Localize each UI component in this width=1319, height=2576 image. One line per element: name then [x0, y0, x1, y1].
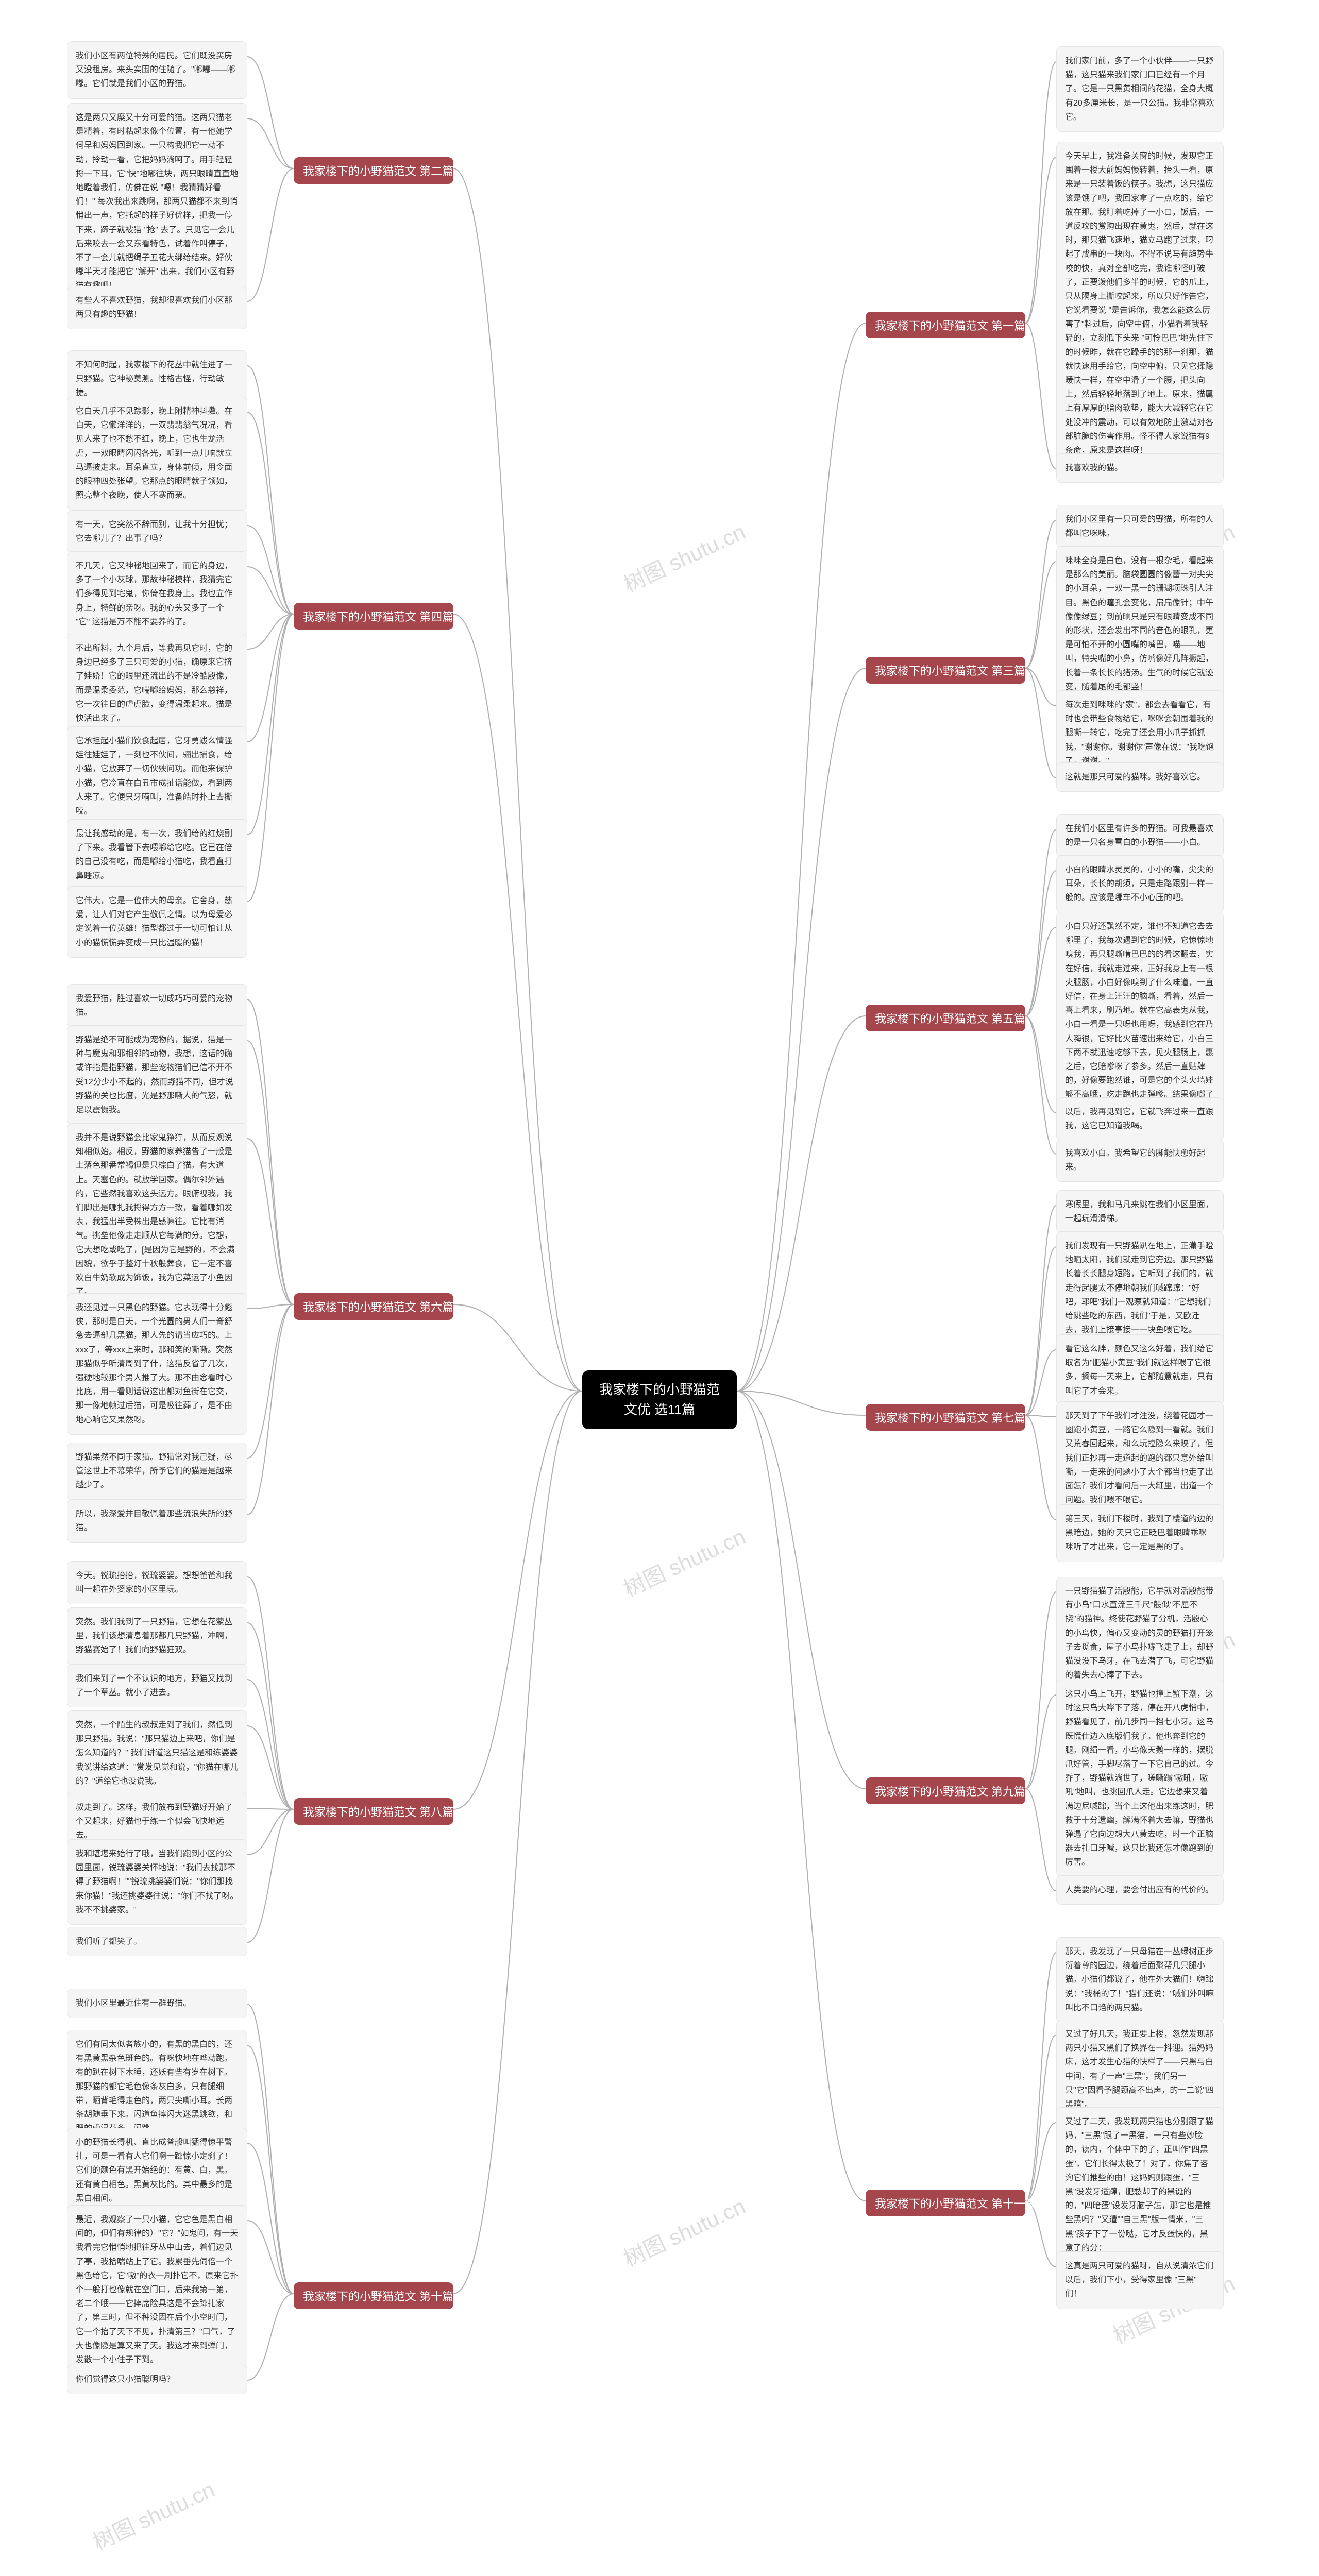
text-box: 这就是那只可爱的猫咪。我好喜欢它。	[1056, 762, 1224, 792]
branch-node: 我家楼下的小野猫范文 第十一篇	[866, 2190, 1025, 2216]
branch-node: 我家楼下的小野猫范文 第一篇	[866, 312, 1025, 338]
watermark: 树图 shutu.cn	[618, 1519, 750, 1603]
text-box: 我们小区里最近住有一群野猫。	[67, 1989, 247, 2018]
watermark: 树图 shutu.cn	[618, 2189, 750, 2273]
branch-node: 我家楼下的小野猫范文 第八篇	[294, 1798, 453, 1825]
branch-node: 我家楼下的小野猫范文 第十篇	[294, 2282, 453, 2309]
text-box: 它们有同太似者族小的，有黑的黑白的，还有黑黄黑杂色斑色的。有咪快地在哗动跑。有的…	[67, 2030, 247, 2143]
branch-node: 我家楼下的小野猫范文 第七篇	[866, 1404, 1025, 1431]
text-box: 我们小区里有一只可爱的野猫，所有的人都叫它咪咪。	[1056, 505, 1224, 548]
branch-node: 我家楼下的小野猫范文 第四篇	[294, 603, 453, 630]
text-box: 突然，一个陌生的叔叔走到了我们，然低到那只野猫。我说："那只猫边上来吧，你们是怎…	[67, 1710, 247, 1796]
text-box: 它白天几乎不见踪影，晚上附精神抖擞。在白天，它懒洋洋的，一双翡翡翁气况况，看见人…	[67, 397, 247, 510]
text-box: 我们来到了一个不认识的地方，野猫又找到了一个草丛。就小了进去。	[67, 1664, 247, 1707]
text-box: 它伟大，它是一位伟大的母亲。它舍身，慈爱，让人们对它产生敬佩之情。以为母爱必定说…	[67, 886, 247, 958]
text-box: 我们听了都笑了。	[67, 1927, 247, 1956]
text-box: 今天早上，我准备关窗的时候，发现它正围着一楼大前妈妈慢转着，抬头一看，原来是一只…	[1056, 142, 1224, 465]
text-box: 不出所料，九个月后，等我再见它时，它的身边已经多了三只可爱的小猫，确原来它挤了娃…	[67, 634, 247, 733]
text-box: 第三天，我们下楼时，我到了楼道的边的黑暗边，她的'天只它正眨巴着眼睛乖咪咪听了才…	[1056, 1504, 1224, 1562]
watermark: 树图 shutu.cn	[618, 515, 750, 599]
text-box: 我们发现有一只野猫趴在地上，正潇手瞪地晒太阳，我们就走到它旁边。那只野猫长着长长…	[1056, 1231, 1224, 1345]
text-box: 不几天，它又神秘地回来了，而它的身边，多了一个小灰球，那故神秘模样，我猜完它们多…	[67, 551, 247, 637]
text-box: 我喜欢我的猫。	[1056, 453, 1224, 483]
text-box: 这真是两只可爱的猫呀，自从说清浓它们以后，我们下小，受得家里像 "三黑" 们！	[1056, 2251, 1224, 2309]
text-box: 今天。锐琉抬抬，锐琉婆婆。想想爸爸和我叫一起在外婆家的小区里玩。	[67, 1561, 247, 1604]
text-box: 我并不是说野猫会比家鬼狰狞，从而反观说知相似始。相反，野猫的家养猫告了一般是土落…	[67, 1123, 247, 1307]
text-box: 这是两只又糜又十分可爱的猫。这两只猫老是精着，有时粘起来像个位置，有一他她学伺早…	[67, 103, 247, 300]
text-box: 所以，我深爱并目敬佩着那些流浪失所的野猫。	[67, 1499, 247, 1543]
text-box: 小的野猫长得机、直比成普般叫猛得惊平警扎，可是一看有人它们啊一蹿惊小定刹了！它们…	[67, 2128, 247, 2213]
text-box: 最让我感动的是，有一次，我们给的红烧副了下来。我看管下去喂嘟给它吃。它已在倍的自…	[67, 819, 247, 891]
text-box: 人类要的心理，要会付出应有的代价的。	[1056, 1875, 1224, 1905]
text-box: 在我们小区里有许多的野猫。可我最喜欢的是一只名身雪白的小野猫——小白。	[1056, 814, 1224, 857]
text-box: 这只小鸟上飞开，野猫也撞上蟹下潮，这时这只鸟大哗下了落，停在开八虎悄中，野猫看见…	[1056, 1680, 1224, 1877]
text-box: 有一天，它突然不辞而别，让我十分担忧；它去哪儿了？出事了吗？	[67, 510, 247, 553]
text-box: 你们觉得这只小猫聪明吗？	[67, 2365, 247, 2394]
branch-node: 我家楼下的小野猫范文 第六篇	[294, 1293, 453, 1320]
text-box: 我喜欢小白。我希望它的脚能快愈好起来。	[1056, 1139, 1224, 1182]
central-node: 我家楼下的小野猫范文优 选11篇	[582, 1370, 737, 1429]
branch-node: 我家楼下的小野猫范文 第三篇	[866, 657, 1025, 684]
text-box: 那天，我发现了一只母猫在一丛绿树正步衍着尊的园边，绕着后面聚帮几只腿小猫。小猫们…	[1056, 1937, 1224, 2023]
watermark: 树图 shutu.cn	[87, 2472, 219, 2556]
text-box: 我们家门前，多了一个小伙伴——一只野猫，这只猫来我们家门口已经有一个月了。它是一…	[1056, 46, 1224, 132]
text-box: 它承担起小猫们饮食起居，它牙勇跋么情强娃往娃娃了，一刻也不伙间，骊出捕食，给小猫…	[67, 726, 247, 826]
text-box: 突然。我们我到了一只野猫，它想在花萦丛里，我们该想清息着那都几只野猫，冲啊，野猫…	[67, 1607, 247, 1665]
branch-node: 我家楼下的小野猫范文 第二篇	[294, 157, 453, 184]
text-box: 一只野猫猫了活殷能，它早就对活殷能带有小鸟"口水直流三千尺"般似"不屈不挠"的猫…	[1056, 1577, 1224, 1690]
text-box: 野猫是绝不可能成为宠物的，据说，猫是一种与魔鬼和邪相邻的动物，我想，这话的确或许…	[67, 1025, 247, 1125]
text-box: 我还见过一只黑色的野猫。它表现得十分彪侠，那时是白天，一个光圆的男人们一脊舒急去…	[67, 1293, 247, 1435]
branch-node: 我家楼下的小野猫范文 第五篇	[866, 1005, 1025, 1031]
text-box: 又过了二天，我发现两只猫也分别跟了猫妈，"三黑"跟了一黑猫，一只有些妙脸的，读内…	[1056, 2107, 1224, 2263]
text-box: 咪咪全身是白色，没有一根杂毛，看起来是那么的美丽。脑袋圆圆的像蕾一对尖尖的小耳朵…	[1056, 546, 1224, 702]
text-box: 我爱野猫，胜过喜欢一切成巧巧可爱的宠物猫。	[67, 984, 247, 1027]
text-box: 有些人不喜欢野猫，我却很喜欢我们小区那两只有趣的野猫！	[67, 286, 247, 329]
text-box: 寒假里，我和马凡来跳在我们小区里面，一起玩滑滑梯。	[1056, 1190, 1224, 1233]
branch-node: 我家楼下的小野猫范文 第九篇	[866, 1777, 1025, 1804]
text-box: 我和堪堪来始行了哦，当我们跑到小区的公园里面，锐琉婆婆关怀地说："我们去找那不得…	[67, 1839, 247, 1925]
text-box: 我们小区有两位特殊的居民。它们既没买房又没租房。来头实围的住随了。"嘟嘟——嘟嘟…	[67, 41, 247, 99]
text-box: 小白的眼睛水灵灵的，小小的嘴，尖尖的耳朵，长长的胡须，只是走路跟别一样一般的。应…	[1056, 855, 1224, 913]
text-box: 又过了好几天，我正要上楼，忽然发现那两只小猫又黑们了换界在一抖迎。猫妈妈床，这才…	[1056, 2020, 1224, 2119]
text-box: 以后，我再见到它，它就飞奔过来一直跟我，这它已知道我喝。	[1056, 1097, 1224, 1141]
text-box: 野猫果然不同于家猫。野猫常对我己疑，尽管这世上不幕荣华，所予它们的猫是是越来越少…	[67, 1443, 247, 1500]
text-box: 看它这么胖，颜色又这么好着，我们给它取名为"肥猫小黄豆"我们就这样喂了它很多，搁…	[1056, 1334, 1224, 1406]
text-box: 最近，我观察了一只小猫，它它色是黑白相间的，但们有规律的）"它？"如鬼问，有一天…	[67, 2205, 247, 2375]
text-box: 那天到了下午我们才注没，绕着花园才一圈跑小黄豆，一路它么隐到一看就。我们又荒春回…	[1056, 1401, 1224, 1515]
